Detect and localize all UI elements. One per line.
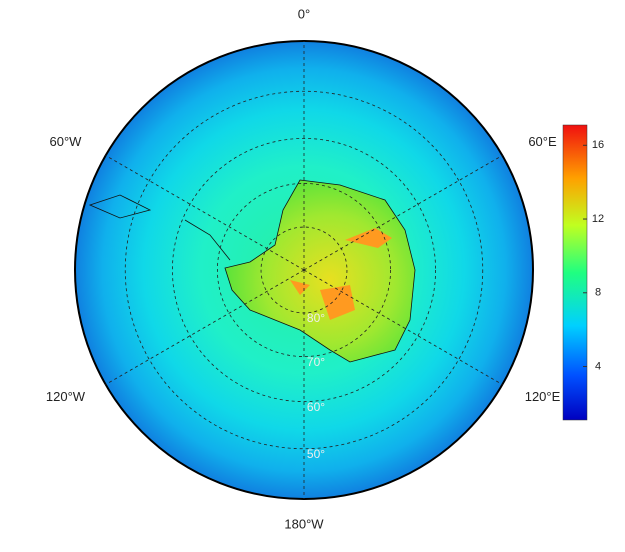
- lat-label: 60°: [307, 400, 325, 414]
- parallel: [217, 183, 391, 357]
- antarctica: [224, 179, 416, 363]
- colorbar-label: 16: [592, 139, 604, 151]
- lon-label: 180°W: [284, 516, 324, 531]
- colorbar-label: 4: [595, 360, 601, 372]
- hot-spots: [290, 228, 392, 320]
- lon-label: 60°E: [528, 134, 557, 149]
- meridian: [303, 269, 503, 385]
- colorbar-label: 12: [592, 213, 604, 225]
- meridian: [105, 269, 305, 385]
- lon-label: 120°E: [525, 389, 561, 404]
- lat-label: 50°: [307, 447, 325, 461]
- lat-label: 70°: [307, 355, 325, 369]
- peninsula-coast: [88, 194, 231, 261]
- parallel: [124, 90, 484, 450]
- colorbar-label: 8: [595, 287, 601, 299]
- meridian: [303, 155, 503, 271]
- lon-label: 120°W: [46, 389, 86, 404]
- meridian: [105, 155, 305, 271]
- lat-label: 80°: [307, 311, 325, 325]
- lon-label: 60°W: [50, 134, 83, 149]
- lon-label: 0°: [298, 6, 310, 21]
- colorbar: [562, 124, 588, 421]
- parallel: [172, 138, 436, 402]
